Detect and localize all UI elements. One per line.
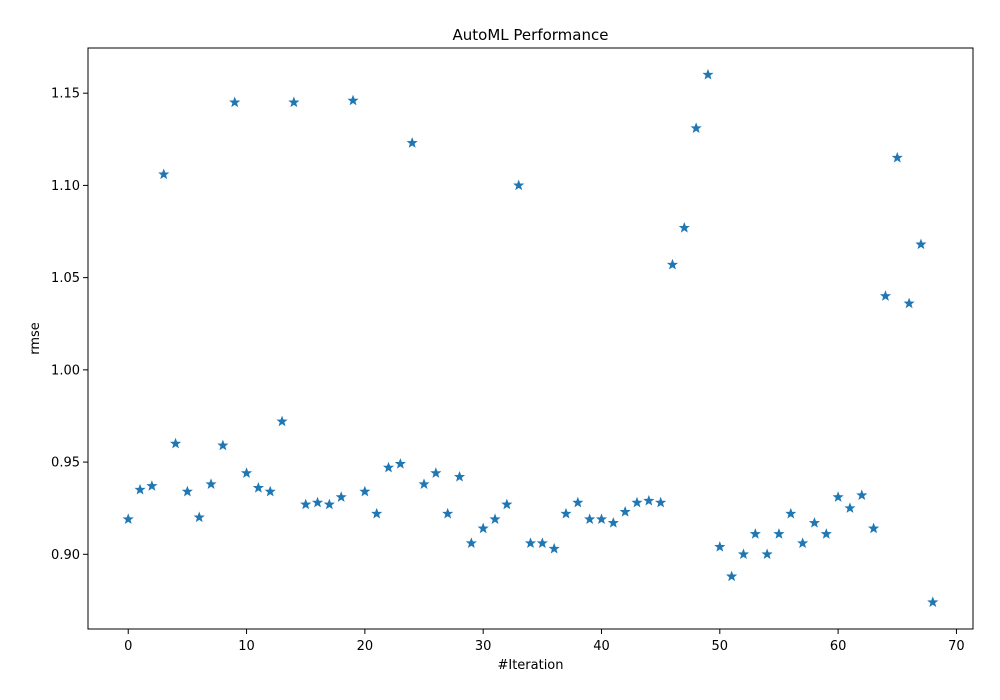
data-point — [477, 522, 489, 534]
data-point — [264, 485, 276, 497]
data-point — [323, 498, 335, 510]
x-tick-label: 10 — [238, 639, 255, 654]
data-point — [572, 496, 584, 508]
data-point — [868, 522, 880, 534]
chart-title: AutoML Performance — [453, 26, 609, 44]
x-tick-label: 30 — [475, 639, 492, 654]
data-point — [595, 513, 608, 524]
data-point — [737, 548, 750, 560]
y-tick-label: 0.95 — [51, 456, 80, 471]
data-point — [205, 478, 217, 489]
data-point — [158, 168, 170, 180]
y-axis: 0.90 0.95 1.00 1.05 1.10 1.15 — [51, 87, 88, 563]
y-tick-label: 0.90 — [51, 548, 80, 563]
x-tick-label: 20 — [357, 639, 374, 654]
data-point — [430, 467, 442, 478]
data-point — [406, 137, 418, 148]
data-point — [229, 96, 241, 108]
data-point — [513, 179, 525, 191]
x-tick-label: 40 — [593, 639, 610, 654]
x-axis-label: #Iteration — [497, 658, 563, 673]
data-point — [808, 517, 821, 528]
data-point — [489, 513, 501, 524]
data-point — [300, 498, 312, 510]
data-point — [856, 489, 868, 501]
data-point — [678, 221, 690, 233]
x-tick-label: 60 — [830, 639, 847, 654]
x-tick-label: 50 — [712, 639, 729, 654]
data-point — [915, 238, 927, 250]
data-point — [453, 470, 466, 482]
x-tick-label: 0 — [124, 639, 132, 654]
y-tick-label: 1.10 — [51, 179, 80, 194]
data-point — [797, 537, 809, 548]
data-point — [181, 485, 193, 497]
data-point — [714, 541, 726, 552]
data-point — [240, 467, 253, 478]
x-axis: 0 10 20 30 40 50 60 70 — [124, 629, 965, 654]
data-point — [382, 461, 395, 473]
data-point — [311, 496, 324, 508]
y-tick-label: 1.15 — [51, 87, 80, 102]
y-tick-label: 1.00 — [51, 363, 80, 378]
data-point — [584, 513, 596, 524]
data-point — [288, 96, 300, 108]
data-point — [217, 439, 229, 451]
data-point — [418, 478, 430, 489]
data-point — [335, 491, 347, 502]
data-point — [879, 290, 892, 301]
data-point — [548, 542, 560, 554]
data-point — [146, 480, 158, 491]
data-point — [536, 537, 548, 548]
data-point — [643, 494, 655, 506]
data-point — [134, 483, 146, 495]
data-point — [394, 458, 406, 469]
data-point — [631, 496, 643, 508]
data-point — [903, 297, 915, 309]
data-point — [359, 485, 371, 497]
data-point — [347, 94, 359, 106]
data-point — [655, 496, 667, 508]
data-point — [442, 507, 454, 519]
data-point — [832, 491, 844, 502]
data-point — [371, 507, 383, 519]
data-point — [726, 570, 738, 582]
data-point — [927, 596, 939, 607]
plot-frame — [87, 47, 974, 630]
data-point — [560, 507, 572, 519]
y-tick-label: 1.05 — [51, 271, 80, 286]
data-point — [465, 537, 477, 548]
data-points — [122, 68, 939, 607]
data-point — [276, 415, 288, 427]
data-point — [666, 258, 679, 270]
data-point — [169, 437, 182, 449]
data-point — [193, 511, 205, 523]
data-point — [252, 482, 264, 493]
data-point — [690, 122, 702, 133]
data-point — [749, 528, 761, 539]
data-point — [702, 68, 714, 80]
data-point — [773, 528, 785, 539]
data-point — [524, 537, 537, 548]
data-point — [761, 548, 773, 560]
data-point — [619, 506, 631, 517]
data-point — [122, 513, 134, 524]
data-point — [820, 528, 832, 539]
data-point — [785, 507, 797, 519]
data-point — [891, 151, 903, 163]
x-tick-label: 70 — [948, 639, 965, 654]
data-point — [607, 517, 619, 528]
y-axis-label: rmse — [28, 322, 43, 355]
data-point — [501, 498, 513, 510]
data-point — [844, 502, 856, 513]
